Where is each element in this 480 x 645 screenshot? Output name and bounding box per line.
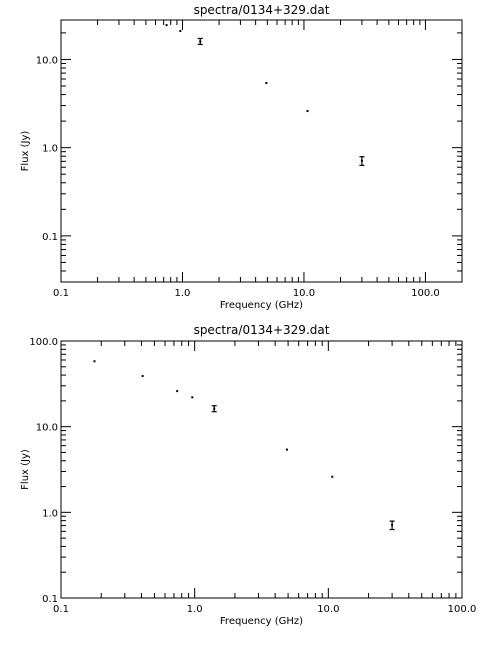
x-tick-label: 100.0 [411,288,440,299]
x-tick-label: 1.0 [187,604,203,615]
chart-title: spectra/0134+329.dat [194,323,330,337]
data-point [93,360,96,363]
y-tick-label: 0.1 [42,232,58,243]
data-point [265,82,268,85]
y-tick-label: 1.0 [42,144,58,155]
data-point [360,159,363,162]
y-tick-label: 10.0 [36,423,58,434]
plot-frame [60,340,463,599]
x-tick-label: 10.0 [317,604,339,615]
y-tick-label: 1.0 [42,508,58,519]
data-point [176,390,179,393]
x-tick-label: 1.0 [175,288,191,299]
x-tick-label: 0.1 [53,604,69,615]
data-point [165,24,168,27]
y-axis-label: Flux (Jy) [20,131,31,172]
data-point [391,524,394,527]
x-axis-label: Frequency (GHz) [220,300,303,311]
data-point [306,110,309,113]
data-point [141,375,144,378]
x-tick-label: 0.1 [53,288,69,299]
data-point [213,407,216,410]
top-plot-panel: spectra/0134+329.dat Frequency (GHz) Flux … [20,3,463,311]
data-point [199,40,202,43]
data-point [191,396,194,399]
y-tick-label: 100.0 [29,337,58,348]
x-tick-label: 10.0 [293,288,315,299]
x-tick-label: 100.0 [448,604,477,615]
data-point [285,448,288,451]
y-tick-label: 0.1 [42,594,58,605]
data-point [179,30,182,33]
x-axis-label: Frequency (GHz) [220,616,303,627]
plot-frame [60,19,463,283]
y-axis-label: Flux (Jy) [20,449,31,490]
data-point [331,475,334,478]
y-tick-label: 10.0 [36,55,58,66]
bottom-plot-panel: spectra/0134+329.dat Frequency (GHz) Flux … [20,323,476,627]
chart-title: spectra/0134+329.dat [194,3,330,17]
